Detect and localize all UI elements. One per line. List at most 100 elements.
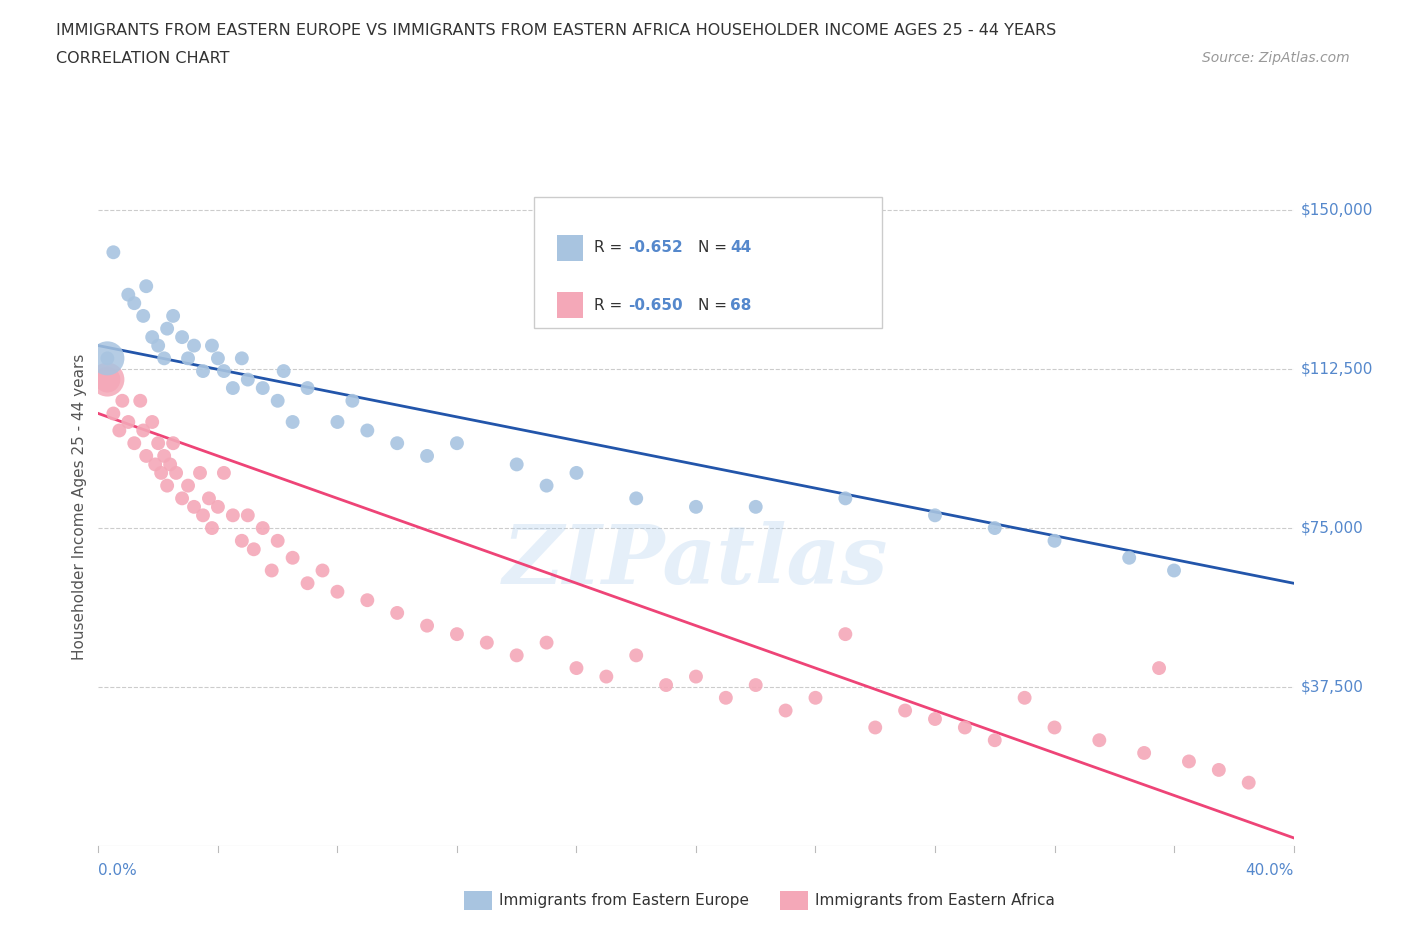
- Point: [236, 372, 259, 387]
- Point: [326, 415, 349, 430]
- Point: [148, 436, 170, 451]
- Point: [222, 380, 245, 395]
- Point: [416, 448, 439, 463]
- Point: [356, 423, 378, 438]
- Point: [148, 339, 170, 353]
- Point: [745, 499, 768, 514]
- Point: [135, 279, 157, 294]
- Text: 40.0%: 40.0%: [1246, 863, 1294, 878]
- Point: [281, 415, 304, 430]
- Point: [1208, 763, 1230, 777]
- Point: [96, 351, 118, 365]
- Point: [172, 330, 194, 345]
- Point: [565, 660, 588, 675]
- Point: [536, 478, 558, 493]
- Point: [416, 618, 439, 633]
- Point: [1147, 660, 1170, 675]
- Point: [804, 690, 827, 705]
- Point: [356, 592, 378, 607]
- Point: [231, 534, 253, 549]
- Point: [191, 364, 214, 379]
- Point: [236, 508, 259, 523]
- Point: [685, 499, 707, 514]
- Point: [311, 563, 333, 578]
- Text: Immigrants from Eastern Europe: Immigrants from Eastern Europe: [499, 893, 749, 908]
- Point: [252, 521, 274, 536]
- Text: 0.0%: 0.0%: [98, 863, 138, 878]
- Point: [624, 491, 647, 506]
- Point: [273, 364, 295, 379]
- Text: $112,500: $112,500: [1301, 362, 1372, 377]
- Point: [124, 436, 146, 451]
- Point: [103, 406, 125, 421]
- Point: [655, 678, 678, 693]
- Point: [565, 466, 588, 481]
- Text: 44: 44: [731, 240, 752, 255]
- Point: [536, 635, 558, 650]
- Point: [865, 720, 887, 735]
- Text: $37,500: $37,500: [1301, 680, 1364, 695]
- Text: ZIPatlas: ZIPatlas: [503, 521, 889, 601]
- Point: [96, 351, 118, 365]
- Point: [595, 670, 617, 684]
- Point: [129, 393, 152, 408]
- Point: [156, 321, 179, 336]
- Point: [446, 627, 468, 642]
- Point: [983, 521, 1005, 536]
- Point: [267, 534, 290, 549]
- Point: [96, 372, 118, 387]
- Y-axis label: Householder Income Ages 25 - 44 years: Householder Income Ages 25 - 44 years: [72, 353, 87, 660]
- Point: [207, 499, 229, 514]
- Point: [159, 457, 181, 472]
- Point: [506, 648, 529, 663]
- Point: [162, 309, 184, 324]
- Point: [475, 635, 498, 650]
- Point: [132, 309, 155, 324]
- Point: [685, 670, 707, 684]
- Point: [243, 542, 266, 557]
- Point: [1163, 563, 1185, 578]
- Point: [385, 605, 409, 620]
- Text: N =: N =: [697, 298, 727, 312]
- Point: [1178, 754, 1201, 769]
- Point: [342, 393, 364, 408]
- Text: CORRELATION CHART: CORRELATION CHART: [56, 51, 229, 66]
- Point: [96, 372, 118, 387]
- Point: [135, 448, 157, 463]
- Point: [834, 627, 856, 642]
- Point: [207, 351, 229, 365]
- Point: [775, 703, 797, 718]
- Point: [143, 457, 166, 472]
- Text: Immigrants from Eastern Africa: Immigrants from Eastern Africa: [815, 893, 1056, 908]
- Point: [153, 448, 176, 463]
- Point: [506, 457, 529, 472]
- Point: [103, 245, 125, 259]
- Point: [191, 508, 214, 523]
- Point: [132, 423, 155, 438]
- Point: [894, 703, 917, 718]
- Text: 68: 68: [731, 298, 752, 312]
- Text: $150,000: $150,000: [1301, 203, 1372, 218]
- Point: [924, 508, 946, 523]
- Point: [624, 648, 647, 663]
- Point: [177, 351, 200, 365]
- Point: [201, 521, 224, 536]
- Text: -0.650: -0.650: [627, 298, 682, 312]
- Point: [1014, 690, 1036, 705]
- Point: [924, 711, 946, 726]
- Point: [188, 466, 211, 481]
- Point: [297, 576, 319, 591]
- Point: [222, 508, 245, 523]
- Point: [385, 436, 409, 451]
- Point: [177, 478, 200, 493]
- Point: [183, 499, 205, 514]
- Point: [1237, 776, 1260, 790]
- Point: [153, 351, 176, 365]
- Point: [111, 393, 134, 408]
- Point: [446, 436, 468, 451]
- Point: [165, 466, 187, 481]
- Point: [252, 380, 274, 395]
- Point: [212, 466, 235, 481]
- Point: [267, 393, 290, 408]
- Point: [297, 380, 319, 395]
